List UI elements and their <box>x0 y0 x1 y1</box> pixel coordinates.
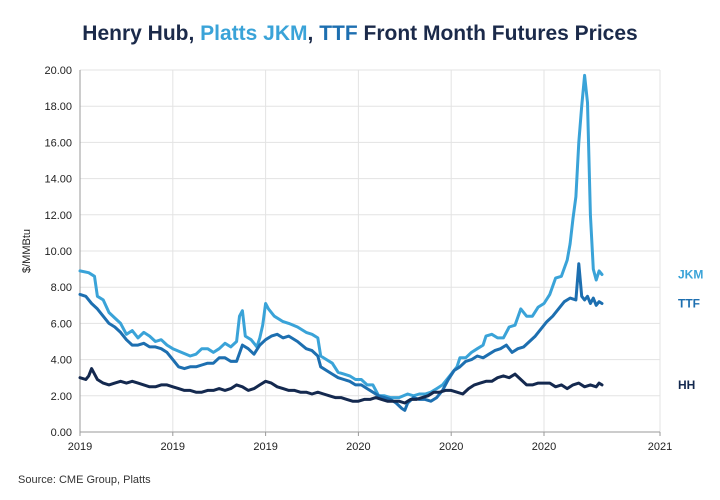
chart-title: Henry Hub, Platts JKM, TTF Front Month F… <box>0 22 720 46</box>
x-tick-label: 2020 <box>532 441 556 453</box>
y-tick-label: 4.00 <box>51 355 72 367</box>
y-axis-label: $/MMBtu <box>21 229 33 273</box>
y-tick-label: 16.00 <box>44 137 72 149</box>
source-note: Source: CME Group, Platts <box>18 474 151 486</box>
series-line-jkm <box>78 73 604 400</box>
y-tick-label: 20.00 <box>44 65 72 77</box>
x-tick-label: 2019 <box>253 441 277 453</box>
series-layer <box>78 73 604 412</box>
series-label-hh: HH <box>678 378 695 392</box>
x-tick-label: 2021 <box>648 441 672 453</box>
x-tick-label: 2019 <box>68 441 92 453</box>
y-tick-label: 14.00 <box>44 174 72 186</box>
series-label-ttf: TTF <box>678 296 700 310</box>
title-rest: Front Month Futures Prices <box>357 22 638 45</box>
y-tick-label: 2.00 <box>51 391 72 403</box>
series-line-ttf <box>78 262 604 412</box>
title-jkm: Platts JKM <box>200 22 308 45</box>
axis-layer: 0.00 2.00 4.00 6.00 8.00 10.00 12.00 14.00 16.00… <box>21 65 672 453</box>
x-tick-label: 2019 <box>161 441 185 453</box>
title-separator: , <box>307 22 320 45</box>
y-tick-label: 6.00 <box>51 318 72 330</box>
label-layer: JKM TTF HH <box>678 268 703 392</box>
series-line-hh <box>78 367 604 405</box>
title-henry-hub: Henry Hub, <box>82 22 201 45</box>
title-ttf: TTF <box>319 22 358 45</box>
grid-layer <box>79 69 661 433</box>
series-label-jkm: JKM <box>678 268 703 282</box>
y-tick-label: 12.00 <box>44 210 72 222</box>
y-tick-label: 10.00 <box>44 246 72 258</box>
y-tick-label: 0.00 <box>51 427 72 439</box>
x-tick-label: 2020 <box>439 441 463 453</box>
y-tick-label: 18.00 <box>44 101 72 113</box>
y-tick-label: 8.00 <box>51 282 72 294</box>
x-tick-label: 2020 <box>346 441 370 453</box>
